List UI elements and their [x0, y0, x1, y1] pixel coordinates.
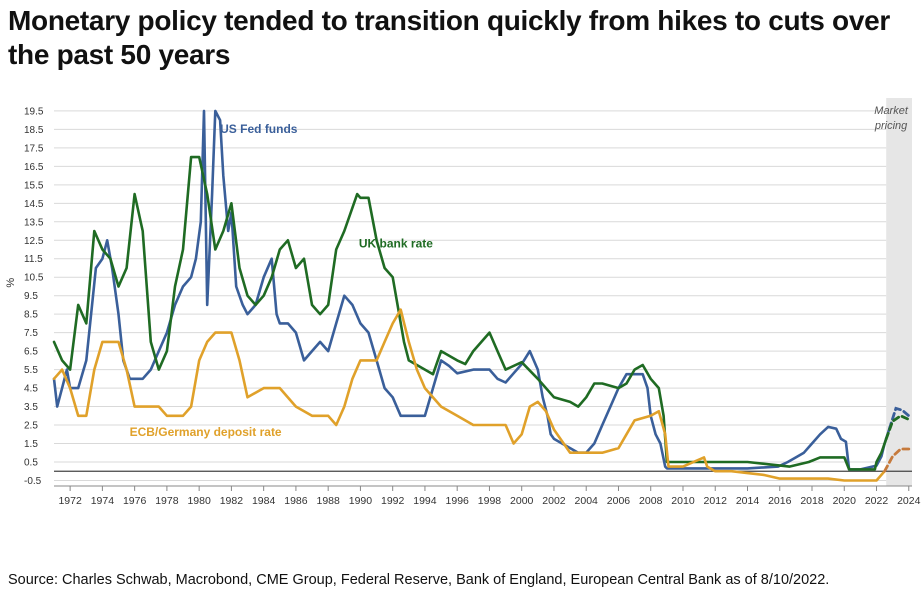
market-pricing-region: [886, 98, 912, 486]
y-tick-label: 7.5: [24, 328, 38, 339]
y-tick-label: 19.5: [24, 106, 44, 117]
y-tick-label: 4.5: [24, 384, 38, 395]
chart-title: Monetary policy tended to transition qui…: [8, 5, 890, 70]
x-tick-label: 2012: [704, 495, 728, 507]
y-tick-label: 9.5: [24, 291, 38, 302]
source-note: Source: Charles Schwab, Macrobond, CME G…: [8, 572, 830, 588]
x-tick-label: 1976: [123, 495, 147, 507]
ecb-germany-deposit-rate-line: [52, 308, 886, 482]
market-pricing-label: Market: [874, 105, 909, 117]
y-tick-label: 15.5: [24, 180, 44, 191]
y-tick-label: 17.5: [24, 143, 44, 154]
x-tick-label: 1988: [316, 495, 340, 507]
uk-bank-rate-label: UK bank rate: [359, 237, 433, 251]
y-tick-label: 3.5: [24, 402, 38, 413]
line-chart: Market pricing -0.5 0.5 1.5 2.5 3.5 4.5 5.5 6.5 7.…: [5, 98, 921, 507]
y-tick-label: 11.5: [24, 254, 43, 265]
us-fed-funds-line: [52, 109, 891, 471]
x-tick-label: 1998: [478, 495, 502, 507]
y-tick-label: 5.5: [24, 365, 38, 376]
y-axis-label: %: [5, 278, 17, 288]
us-fed-funds-label: US Fed funds: [220, 122, 298, 136]
y-tick-label: 18.5: [24, 125, 44, 136]
x-tick-label: 1994: [413, 495, 437, 507]
x-tick-label: 2020: [833, 495, 857, 507]
x-tick-label: 1990: [349, 495, 373, 507]
ecb-germany-deposit-rate-label: ECB/Germany deposit rate: [130, 425, 282, 439]
x-tick-label: 2008: [639, 495, 663, 507]
y-tick-label: 6.5: [24, 347, 38, 358]
x-tick-label: 1978: [155, 495, 179, 507]
x-tick-label: 1980: [187, 495, 211, 507]
y-tick-label: 16.5: [24, 162, 44, 173]
x-tick-label: 2004: [575, 495, 599, 507]
y-tick-label: 1.5: [24, 439, 38, 450]
x-tick-label: 2002: [542, 495, 566, 507]
y-tick-label: 14.5: [24, 199, 44, 210]
y-tick-label: 2.5: [24, 421, 38, 432]
x-tick-label: 2016: [768, 495, 792, 507]
y-tick-label: 12.5: [24, 236, 44, 247]
ecb-germany-deposit-rate-projection-line: [883, 447, 911, 473]
x-tick-label: 2010: [671, 495, 695, 507]
x-tick-label: 2022: [865, 495, 889, 507]
x-tick-label: 1996: [446, 495, 470, 507]
y-tick-label: 13.5: [24, 217, 44, 228]
x-tick-label: 2024: [897, 495, 921, 507]
x-tick-label: 2000: [510, 495, 534, 507]
market-pricing-label: pricing: [874, 120, 908, 132]
x-tick-label: 1992: [381, 495, 405, 507]
us-fed-funds-projection-line: [888, 406, 911, 431]
x-tick-label: 1982: [220, 495, 244, 507]
x-tick-label: 2006: [607, 495, 631, 507]
y-tick-label: -0.5: [24, 476, 42, 487]
x-tick-label: 2018: [800, 495, 824, 507]
uk-bank-rate-projection-line: [884, 414, 911, 441]
x-tick-label: 1986: [284, 495, 308, 507]
y-tick-label: 0.5: [24, 457, 38, 468]
x-tick-label: 2014: [736, 495, 760, 507]
x-tick-label: 1984: [252, 495, 276, 507]
x-tick-label: 1972: [58, 495, 82, 507]
y-tick-label: 10.5: [24, 273, 44, 284]
y-tick-label: 8.5: [24, 310, 38, 321]
x-tick-label: 1974: [91, 495, 115, 507]
